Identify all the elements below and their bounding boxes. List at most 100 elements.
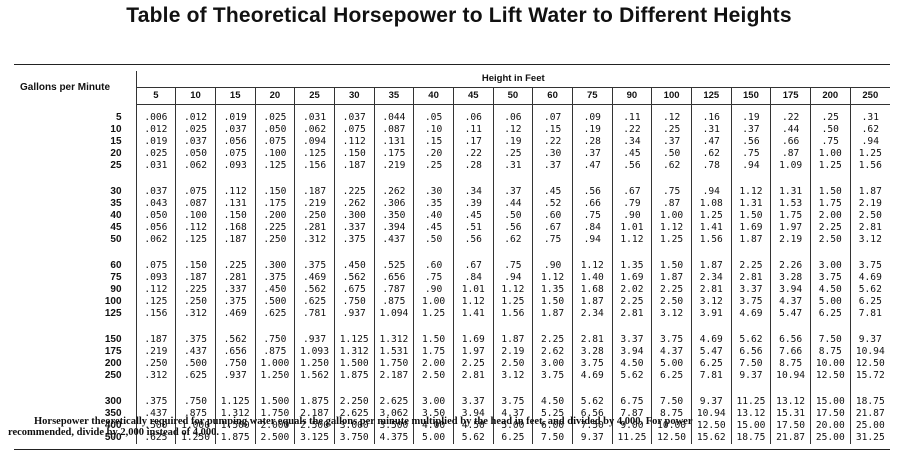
horsepower-cell: 1.50 bbox=[413, 334, 454, 346]
horsepower-cell: .45 bbox=[452, 210, 494, 222]
horsepower-cell: .062 bbox=[294, 124, 335, 136]
horsepower-cell: 1.312 bbox=[333, 346, 375, 358]
horsepower-cell: .019 bbox=[214, 112, 256, 124]
horsepower-cell: .06 bbox=[492, 112, 533, 124]
table-row: 125 .156 .312.469.625.781.937 1.094 1.25 1.41… bbox=[14, 308, 890, 320]
horsepower-cell: .093 bbox=[214, 160, 256, 172]
height-column-header: 30 bbox=[333, 87, 375, 105]
table-row: 400 .500 1.000 1.500 2.000 2.500 3.000 3.500 4.0… bbox=[14, 420, 890, 432]
horsepower-cell: 1.500 bbox=[333, 358, 375, 370]
horsepower-cell: .47 bbox=[571, 160, 613, 172]
table-row: 500 .625 1.250 1.875 2.500 3.125 3.750 4.375 5.0… bbox=[14, 432, 890, 444]
horsepower-cell: .16 bbox=[690, 112, 732, 124]
horsepower-cell: 5.47 bbox=[690, 346, 732, 358]
horsepower-cell: 3.75 bbox=[532, 370, 573, 382]
horsepower-cell: .012 bbox=[175, 112, 216, 124]
table-row: 350 .437 .875 1.312 1.750 2.187 2.625 3.062 3.50… bbox=[14, 408, 890, 420]
horsepower-cell: .156 bbox=[144, 308, 168, 319]
horsepower-cell: .006 bbox=[144, 112, 168, 123]
horsepower-cell: .250 bbox=[254, 234, 295, 246]
horsepower-cell: 1.25 bbox=[690, 210, 732, 222]
horsepower-cell: 3.125 bbox=[294, 432, 335, 444]
horsepower-cell: .15 bbox=[413, 136, 454, 148]
horsepower-cell: .087 bbox=[373, 124, 414, 136]
horsepower-cell: .90 bbox=[413, 284, 454, 296]
horsepower-cell: 11.25 bbox=[730, 396, 771, 408]
horsepower-cell: .37 bbox=[651, 136, 692, 148]
horsepower-cell: 12.50 bbox=[809, 370, 851, 382]
horsepower-cell: .75 bbox=[492, 260, 533, 272]
horsepower-cell: .225 bbox=[214, 260, 256, 272]
horsepower-cell: 3.75 bbox=[651, 334, 692, 346]
horsepower-cell: 1.12 bbox=[452, 296, 494, 308]
horsepower-cell: 2.34 bbox=[690, 272, 732, 284]
horsepower-cell: 3.062 bbox=[373, 408, 414, 420]
horsepower-cell: 5.62 bbox=[849, 284, 890, 296]
horsepower-cell: .375 bbox=[333, 234, 375, 246]
horsepower-cell: 4.69 bbox=[571, 370, 613, 382]
horsepower-cell: .87 bbox=[770, 148, 811, 160]
horsepower-cell: 6.25 bbox=[809, 308, 851, 320]
horsepower-cell: 13.12 bbox=[730, 408, 771, 420]
horsepower-cell: .34 bbox=[452, 186, 494, 198]
horsepower-cell: .35 bbox=[413, 198, 454, 210]
table-row: 100.125.250.375.500.625.750.875 1.00 1.12 1… bbox=[14, 296, 890, 308]
horsepower-cell: .11 bbox=[452, 124, 494, 136]
horsepower-cell: .037 bbox=[214, 124, 256, 136]
horsepower-cell: 4.37 bbox=[492, 408, 533, 420]
horsepower-cell: 3.91 bbox=[690, 308, 732, 320]
horsepower-cell: .093 bbox=[144, 272, 168, 283]
horsepower-cell: 1.35 bbox=[611, 260, 652, 272]
horsepower-cell: .337 bbox=[214, 284, 256, 296]
horsepower-cell: 5.62 bbox=[452, 432, 494, 444]
gpm-cell: 500 bbox=[14, 432, 137, 444]
horsepower-cell: .131 bbox=[373, 136, 414, 148]
horsepower-cell: .10 bbox=[413, 124, 454, 136]
horsepower-cell: .281 bbox=[294, 222, 335, 234]
horsepower-cell: 2.81 bbox=[571, 334, 613, 346]
horsepower-cell: 1.69 bbox=[452, 334, 494, 346]
horsepower-cell: .437 bbox=[373, 234, 414, 246]
horsepower-cell: 2.50 bbox=[651, 296, 692, 308]
horsepower-cell: .112 bbox=[144, 284, 168, 295]
horsepower-cell: 1.87 bbox=[651, 272, 692, 284]
horsepower-cell: .750 bbox=[333, 296, 375, 308]
horsepower-cell: .787 bbox=[373, 284, 414, 296]
horsepower-cell: .037 bbox=[144, 186, 168, 197]
horsepower-cell: .22 bbox=[770, 112, 811, 124]
horsepower-cell: 6.56 bbox=[730, 346, 771, 358]
horsepower-cell: .25 bbox=[492, 148, 533, 160]
horsepower-cell: 1.87 bbox=[849, 186, 890, 198]
horsepower-cell: .281 bbox=[214, 272, 256, 284]
horsepower-cell: .78 bbox=[690, 160, 732, 172]
horsepower-cell: .225 bbox=[254, 222, 295, 234]
horsepower-cell: 9.37 bbox=[849, 334, 890, 346]
horsepower-cell: 2.500 bbox=[254, 432, 295, 444]
horsepower-cell: 2.81 bbox=[611, 308, 652, 320]
horsepower-cell: 18.75 bbox=[849, 396, 890, 408]
horsepower-cell: .50 bbox=[651, 148, 692, 160]
horsepower-cell: 4.37 bbox=[770, 296, 811, 308]
horsepower-cell: 10.94 bbox=[690, 408, 732, 420]
horsepower-cell: 1.69 bbox=[730, 222, 771, 234]
horsepower-cell: 21.87 bbox=[849, 408, 890, 420]
horsepower-cell: 6.25 bbox=[651, 370, 692, 382]
horsepower-cell: .087 bbox=[175, 198, 216, 210]
horsepower-cell: 31.25 bbox=[849, 432, 890, 444]
horsepower-cell: .437 bbox=[175, 346, 216, 358]
horsepower-cell: .150 bbox=[254, 186, 295, 198]
horsepower-cell: .625 bbox=[294, 296, 335, 308]
horsepower-cell: 5.00 bbox=[413, 432, 454, 444]
horsepower-cell: 3.50 bbox=[413, 408, 454, 420]
horsepower-cell: 5.00 bbox=[809, 296, 851, 308]
height-column-header: 20 bbox=[254, 87, 295, 105]
horsepower-cell: .19 bbox=[730, 112, 771, 124]
horsepower-cell: .75 bbox=[413, 272, 454, 284]
horsepower-cell: .937 bbox=[214, 370, 256, 382]
horsepower-cell: 3.000 bbox=[333, 420, 375, 432]
horsepower-cell: .66 bbox=[571, 198, 613, 210]
footnote: Horsepower theoretically required for pu… bbox=[8, 416, 894, 438]
horsepower-cell: 3.12 bbox=[492, 370, 533, 382]
horsepower-cell: 3.94 bbox=[611, 346, 652, 358]
horsepower-cell: 1.875 bbox=[333, 370, 375, 382]
